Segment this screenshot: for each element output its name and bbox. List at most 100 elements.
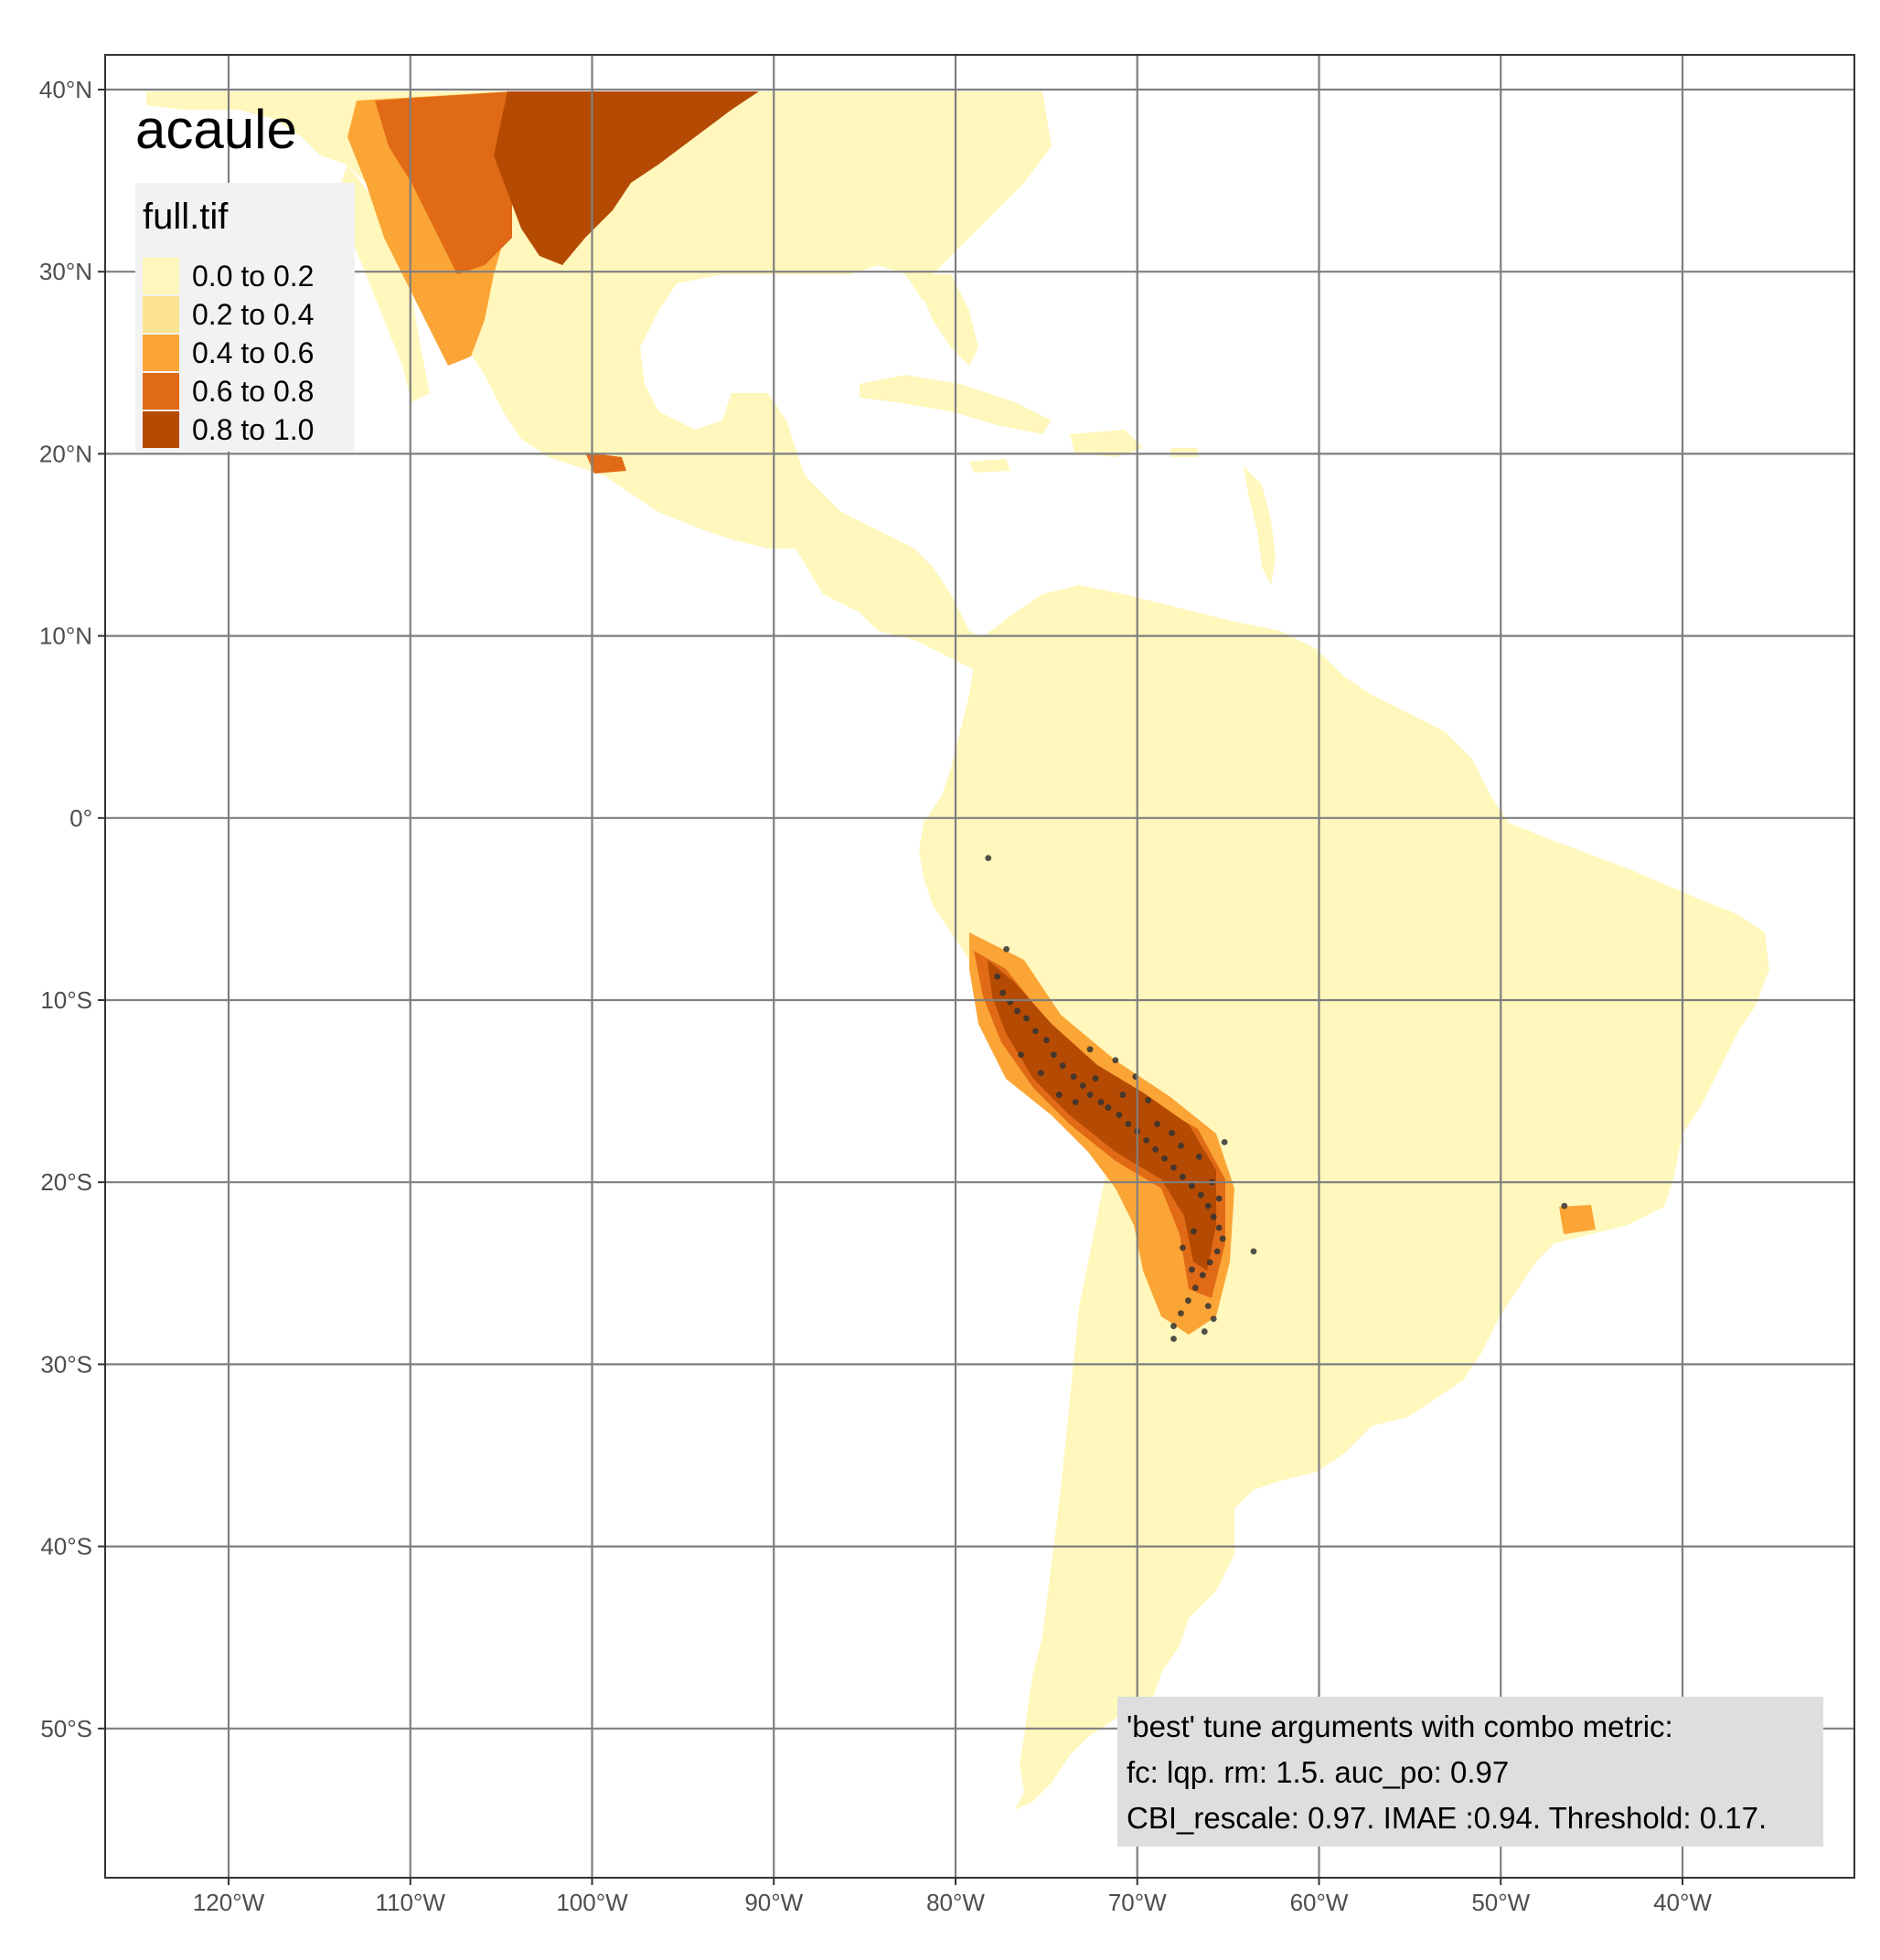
occurrence-point: [1185, 1297, 1191, 1305]
occurrence-point: [1112, 1057, 1119, 1064]
occurrence-point: [1170, 1164, 1177, 1171]
occurrence-point: [1055, 1092, 1063, 1098]
suitability-0.8-1.0-north: [494, 91, 759, 265]
y-tick-label: 40°S: [40, 1533, 92, 1561]
florida-peninsula: [914, 274, 978, 366]
occurrence-point: [1199, 1272, 1206, 1279]
occurrence-point: [1204, 1303, 1212, 1310]
legend-label: 0.2 to 0.4: [192, 298, 314, 331]
x-tick-label: 120°W: [193, 1889, 265, 1916]
y-tick-label: 10°S: [40, 986, 92, 1014]
legend-swatch: [143, 296, 179, 333]
jamaica-island: [969, 459, 1010, 473]
occurrence-point: [1250, 1248, 1257, 1255]
x-tick-label: 90°W: [744, 1889, 803, 1916]
x-tick-label: 80°W: [926, 1889, 985, 1916]
occurrence-point: [1125, 1121, 1132, 1127]
occurrence-point: [994, 973, 1001, 980]
south-america-landmass: [919, 585, 1769, 1810]
occurrence-point: [1210, 1316, 1217, 1322]
occurrence-point: [1180, 1173, 1186, 1180]
suitability-0.6-0.8-north: [375, 91, 512, 274]
occurrence-point: [1032, 1028, 1039, 1035]
occurrence-point: [1206, 1259, 1213, 1266]
occurrence-point: [1145, 1097, 1152, 1103]
occurrence-point: [1018, 1051, 1024, 1059]
map-panel-border: [104, 54, 1855, 1879]
note-background: [1117, 1697, 1823, 1847]
occurrence-point: [1561, 1202, 1568, 1209]
map-title: acaule: [135, 99, 297, 160]
occurrence-point: [1170, 1323, 1177, 1329]
occurrence-point: [1213, 1248, 1221, 1255]
occurrence-point: [1154, 1121, 1161, 1127]
land-layer: [146, 91, 1769, 1810]
legend-label: 0.6 to 0.8: [192, 375, 314, 408]
occurrence-point: [1188, 1182, 1195, 1189]
occurrence-point: [1143, 1136, 1150, 1144]
legend-swatch: [143, 258, 179, 294]
occurrence-point: [1014, 1007, 1020, 1015]
occurrence-point: [1042, 1037, 1050, 1044]
legend-swatch: [143, 335, 179, 371]
occurrence-point: [1170, 1336, 1177, 1342]
north-america-landmass: [146, 91, 1052, 676]
occurrence-point: [1116, 1112, 1123, 1118]
occurrence-point: [1195, 1153, 1202, 1160]
y-tick-label: 20°S: [40, 1168, 92, 1196]
occurrence-point: [1161, 1155, 1168, 1162]
occurrence-point: [1119, 1092, 1127, 1098]
x-tick-label: 60°W: [1290, 1889, 1349, 1916]
occurrence-point: [1169, 1130, 1175, 1136]
occurrence-point: [1059, 1062, 1066, 1070]
y-tick-label: 50°S: [40, 1715, 92, 1742]
occurrence-point: [1038, 1070, 1044, 1077]
y-tick-label: 20°N: [39, 440, 92, 467]
occurrence-point: [1105, 1104, 1112, 1111]
occurrence-point: [1215, 1195, 1223, 1202]
y-tick-label: 30°N: [39, 258, 92, 285]
legend-label: 0.8 to 1.0: [192, 413, 314, 446]
occurrence-point: [1197, 1191, 1204, 1198]
occurrence-point: [1003, 945, 1010, 953]
baja-peninsula: [338, 165, 430, 402]
occurrence-point: [1050, 1051, 1057, 1059]
occurrence-point: [1178, 1142, 1184, 1149]
y-tick-label: 0°: [69, 804, 92, 832]
y-tick-label: 30°S: [40, 1350, 92, 1378]
model-note: 'best' tune arguments with combo metric:…: [1117, 1697, 1823, 1847]
suitability-0.4-0.6-brazil: [1559, 1205, 1596, 1234]
note-line-2: fc: lqp. rm: 1.5. auc_po: 0.97: [1127, 1755, 1509, 1789]
legend-label: 0.0 to 0.2: [192, 260, 314, 293]
x-tick-label: 50°W: [1471, 1889, 1530, 1916]
latitude-axis: 40°N 30°N 20°N 10°N 0° 10°S 20°S 30°S 40°S 50°S: [39, 76, 105, 1742]
occurrence-point: [1086, 1046, 1094, 1053]
occurrence-point: [1070, 1073, 1077, 1081]
legend: full.tif 0.0 to 0.2 0.2 to 0.4 0.4 to 0.6 0…: [135, 183, 355, 452]
occurrence-point: [1097, 1099, 1105, 1105]
occurrence-point: [1188, 1266, 1195, 1273]
y-tick-label: 10°N: [39, 623, 92, 650]
occurrence-point: [1152, 1145, 1159, 1153]
occurrence-point: [1092, 1075, 1099, 1082]
occurrence-point: [1219, 1235, 1226, 1242]
occurrence-point: [1215, 1224, 1223, 1231]
occurrence-point: [1221, 1138, 1228, 1145]
longitude-axis: 120°W 110°W 100°W 90°W 80°W 70°W 60°W 50°W 40°W: [193, 1878, 1712, 1916]
legend-title: full.tif: [143, 197, 229, 237]
occurrence-point: [985, 855, 992, 862]
y-tick-label: 40°N: [39, 76, 92, 103]
occurrence-point: [999, 989, 1007, 996]
suitability-layer: [347, 91, 1596, 1335]
x-tick-label: 40°W: [1653, 1889, 1712, 1916]
occurrence-point: [1178, 1310, 1184, 1317]
note-line-1: 'best' tune arguments with combo metric:: [1127, 1710, 1673, 1743]
occurrence-point: [1086, 1092, 1094, 1098]
occurrence-point: [1023, 1015, 1030, 1022]
occurrence-point: [1180, 1244, 1186, 1252]
occurrence-point: [1204, 1202, 1212, 1209]
occurrence-point: [1072, 1099, 1079, 1105]
occurrence-points: [985, 855, 1568, 1342]
occurrence-point: [1079, 1082, 1086, 1090]
